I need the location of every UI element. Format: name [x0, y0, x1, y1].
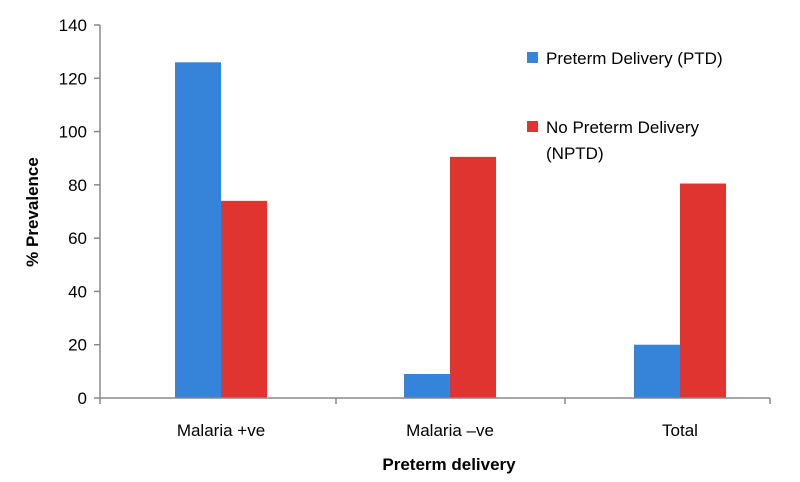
y-tick-label: 20: [68, 336, 87, 355]
y-tick-label: 40: [68, 282, 87, 301]
y-tick-label: 140: [59, 16, 87, 35]
y-tick-label: 60: [68, 229, 87, 248]
bar-nptd: [680, 183, 726, 398]
x-axis-ticks: Malaria +ve Malaria –ve Total: [99, 398, 771, 440]
y-tick-label: 0: [78, 389, 87, 408]
y-axis-ticks: 0 20 40 60 80 100 120 140: [59, 16, 100, 408]
x-axis-title: Preterm delivery: [382, 455, 516, 474]
y-tick-label: 80: [68, 176, 87, 195]
legend-swatch-ptd: [527, 52, 538, 63]
bar-ptd: [404, 374, 450, 398]
y-tick-label: 100: [59, 123, 87, 142]
bar-nptd: [221, 200, 267, 398]
x-tick-label: Malaria –ve: [406, 421, 494, 440]
legend-swatch-nptd: [527, 121, 538, 132]
bar-ptd: [634, 344, 680, 398]
legend-label-nptd: No Preterm Delivery (NPTD): [546, 118, 700, 163]
bar-nptd: [450, 156, 496, 398]
bars: [175, 62, 726, 399]
y-axis-title: % Prevalence: [23, 157, 42, 267]
x-tick-label: Malaria +ve: [177, 421, 265, 440]
x-tick-label: Total: [662, 421, 698, 440]
legend-label-ptd: Preterm Delivery (PTD): [546, 49, 723, 68]
bar-ptd: [175, 62, 221, 399]
legend: Preterm Delivery (PTD) No Preterm Delive…: [527, 49, 723, 163]
y-tick-label: 120: [59, 69, 87, 88]
